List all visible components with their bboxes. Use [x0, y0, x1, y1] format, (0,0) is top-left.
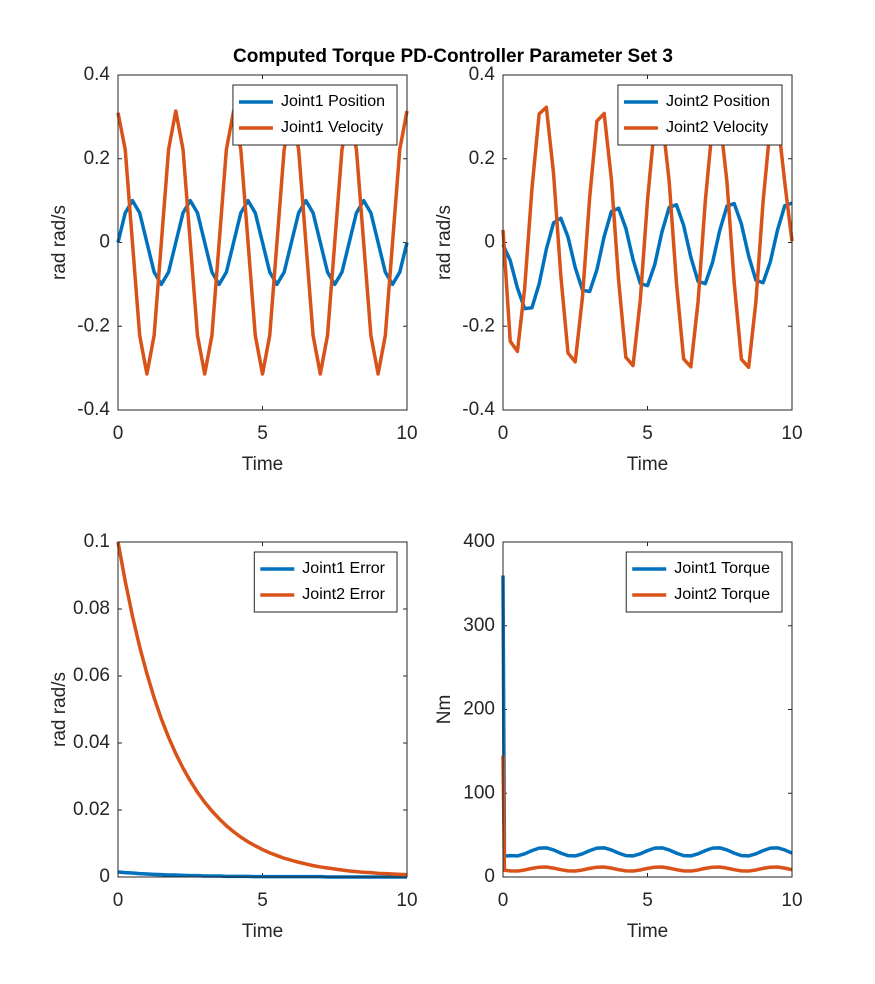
x-axis-label: Time	[242, 454, 284, 475]
y-tick-label: -0.2	[462, 315, 495, 336]
legend-label: Joint1 Velocity	[281, 119, 383, 136]
y-axis-label: Nm	[434, 695, 455, 725]
y-tick-label: 0.2	[469, 148, 495, 169]
axes: -0.4 -0.2 0 0.2 0.4 0 5 10 Time rad rad/s Joint1 P…	[49, 64, 418, 475]
legend-label: Joint2 Torque	[674, 586, 770, 603]
y-axis-label: rad rad/s	[49, 672, 70, 747]
x-tick-label: 5	[257, 423, 268, 444]
y-tick-label: -0.4	[462, 399, 495, 420]
axes-box	[117, 74, 408, 411]
x-tick-label: 10	[396, 890, 417, 911]
y-tick-label: 0	[99, 232, 110, 253]
legend: Joint1 Error Joint2 Error	[253, 551, 398, 613]
x-tick-label: 0	[498, 890, 509, 911]
y-tick-label: 0.4	[84, 64, 111, 85]
y-tick-label: 400	[463, 531, 495, 552]
legend-box	[625, 551, 783, 613]
figure-title: Computed Torque PD-Controller Parameter …	[233, 46, 673, 67]
x-tick-label: 5	[642, 890, 653, 911]
x-axis-label: Time	[627, 454, 669, 475]
legend: Joint1 Position Joint1 Velocity	[232, 84, 398, 146]
legend-label: Joint2 Error	[302, 586, 385, 603]
y-axis-label: rad rad/s	[434, 205, 455, 280]
y-tick-label: 0.06	[73, 665, 110, 686]
legend-label: Joint1 Torque	[674, 560, 770, 577]
y-tick-label: 0	[99, 866, 110, 887]
y-tick-label: -0.4	[77, 399, 110, 420]
series-line	[116, 198, 409, 287]
x-tick-label: 0	[498, 423, 509, 444]
y-tick-label: 100	[463, 782, 495, 803]
axes-box	[117, 541, 408, 878]
y-tick-label: 0.08	[73, 598, 110, 619]
y-tick-label: 0.1	[84, 531, 110, 552]
legend-label: Joint2 Position	[666, 93, 770, 110]
legend: Joint2 Position Joint2 Velocity	[617, 84, 783, 146]
legend-label: Joint1 Position	[281, 93, 385, 110]
y-tick-label: 0	[484, 866, 495, 887]
series-line	[116, 541, 408, 877]
series-line	[501, 755, 793, 873]
series-line	[116, 109, 409, 376]
series-line	[501, 575, 793, 858]
axes-box	[502, 74, 793, 411]
x-axis-label: Time	[627, 921, 669, 942]
x-tick-label: 0	[113, 890, 124, 911]
legend-box	[253, 551, 398, 613]
axes: -0.4 -0.2 0 0.2 0.4 0 5 10 Time rad rad/s Joint2 P…	[434, 64, 803, 475]
x-tick-label: 0	[113, 423, 124, 444]
y-tick-label: -0.2	[77, 315, 110, 336]
y-tick-label: 0.02	[73, 799, 110, 820]
y-tick-label: 0.2	[84, 148, 110, 169]
axes-box	[502, 541, 793, 878]
series-line	[501, 105, 794, 370]
y-axis-label: rad rad/s	[49, 205, 70, 280]
axes: 0 0.02 0.04 0.06 0.08 0.1 0 5 10 Time rad rad/s Joi…	[49, 531, 418, 942]
x-tick-label: 10	[781, 890, 802, 911]
y-tick-label: 300	[463, 615, 495, 636]
series-line	[501, 201, 793, 311]
legend: Joint1 Torque Joint2 Torque	[625, 551, 783, 613]
x-axis-label: Time	[242, 921, 284, 942]
y-tick-label: 0	[484, 232, 495, 253]
x-tick-label: 5	[642, 423, 653, 444]
x-tick-label: 10	[781, 423, 802, 444]
legend-label: Joint2 Velocity	[666, 119, 768, 136]
legend-label: Joint1 Error	[302, 560, 385, 577]
y-tick-label: 200	[463, 699, 495, 720]
x-tick-label: 10	[396, 423, 417, 444]
y-tick-label: 0.4	[469, 64, 496, 85]
x-tick-label: 5	[257, 890, 268, 911]
legend-box	[232, 84, 398, 146]
y-tick-label: 0.04	[73, 732, 110, 753]
legend-box	[617, 84, 783, 146]
